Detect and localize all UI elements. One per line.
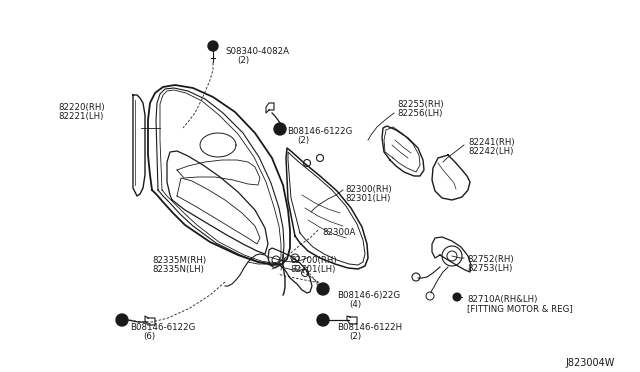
Text: 82255(RH): 82255(RH) <box>397 100 444 109</box>
Text: 82752(RH): 82752(RH) <box>467 255 514 264</box>
Text: 82300A: 82300A <box>322 228 355 237</box>
Text: 82335M(RH): 82335M(RH) <box>152 256 206 265</box>
Text: 82221(LH): 82221(LH) <box>58 112 104 121</box>
Circle shape <box>453 293 461 301</box>
Text: 82700(RH): 82700(RH) <box>290 256 337 265</box>
Text: B08146-6122H: B08146-6122H <box>337 323 402 332</box>
Text: B: B <box>120 317 124 323</box>
Text: (4): (4) <box>349 300 361 309</box>
Circle shape <box>274 123 286 135</box>
Text: B: B <box>321 286 325 292</box>
Text: 82301(LH): 82301(LH) <box>345 194 390 203</box>
Text: 82701(LH): 82701(LH) <box>290 265 335 274</box>
Text: (6): (6) <box>143 332 155 341</box>
Circle shape <box>116 314 128 326</box>
Text: J823004W: J823004W <box>565 358 614 368</box>
Text: B: B <box>321 317 325 323</box>
Text: (2): (2) <box>349 332 361 341</box>
Text: S08340-4082A: S08340-4082A <box>225 47 289 56</box>
Text: B08146-6122G: B08146-6122G <box>287 127 353 136</box>
Text: (2): (2) <box>237 56 249 65</box>
Text: 82220(RH): 82220(RH) <box>58 103 104 112</box>
Text: 82241(RH): 82241(RH) <box>468 138 515 147</box>
Text: B: B <box>278 126 282 131</box>
Text: 82256(LH): 82256(LH) <box>397 109 442 118</box>
Circle shape <box>317 314 329 326</box>
Text: B08146-6122G: B08146-6122G <box>130 323 195 332</box>
Text: 82335N(LH): 82335N(LH) <box>152 265 204 274</box>
Text: 82300(RH): 82300(RH) <box>345 185 392 194</box>
Text: (2): (2) <box>297 136 309 145</box>
Circle shape <box>208 41 218 51</box>
Text: [FITTING MOTOR & REG]: [FITTING MOTOR & REG] <box>467 304 573 313</box>
Text: B08146-6)22G: B08146-6)22G <box>337 291 400 300</box>
Text: 82242(LH): 82242(LH) <box>468 147 513 156</box>
Text: 82710A(RH&LH): 82710A(RH&LH) <box>467 295 538 304</box>
Text: S: S <box>211 44 215 48</box>
Circle shape <box>317 283 329 295</box>
Text: 82753(LH): 82753(LH) <box>467 264 513 273</box>
